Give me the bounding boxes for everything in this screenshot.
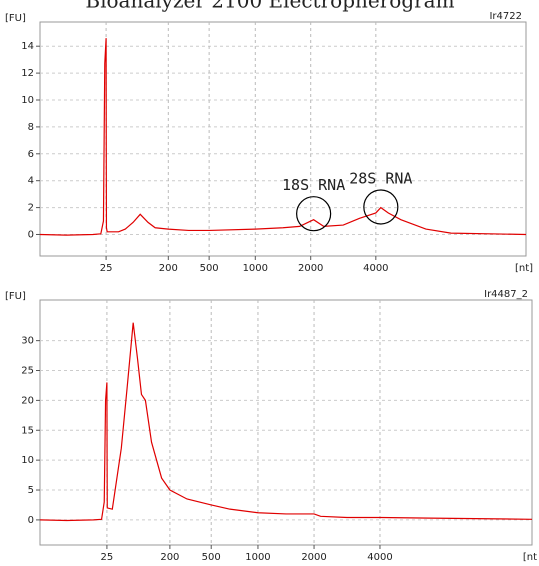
y-tick-label: 0 [28,515,34,526]
y-tick-label: 20 [21,395,34,406]
y-tick-label: 2 [28,203,34,214]
x-tick-label: 1000 [243,263,268,274]
x-tick-label: 4000 [363,263,388,274]
annotation-text: 28S RNA [349,169,412,187]
annotation-text: 18S RNA [282,176,345,194]
y-tick-label: 10 [21,95,34,106]
x-tick-label: 500 [202,552,221,563]
y-axis-label: [FU] [5,291,26,302]
y-tick-label: 8 [28,122,34,133]
x-axis-label: [nt] [515,263,533,274]
x-tick-label: 25 [100,263,113,274]
plot-frame [39,21,527,257]
x-tick-label: 4000 [367,552,392,563]
x-tick-label: 200 [159,263,178,274]
y-tick-label: 0 [28,229,34,240]
x-axis-label: [nt [523,552,537,563]
trace [39,322,533,522]
y-tick-label: 5 [28,485,34,496]
x-tick-label: 200 [160,552,179,563]
x-tick-label: 25 [101,552,114,563]
sample-label: Ir4722 [489,11,522,22]
y-tick-label: 14 [21,41,34,52]
y-tick-label: 12 [21,68,34,79]
y-tick-label: 4 [28,176,34,187]
trace [39,38,527,236]
y-tick-label: 30 [21,336,34,347]
annotation-circle [363,189,399,225]
y-tick-label: 6 [28,149,34,160]
x-tick-label: 500 [200,263,219,274]
plot-frame [39,299,533,546]
x-tick-label: 2000 [298,263,323,274]
y-axis-label: [FU] [5,13,26,24]
annotation-circle [296,196,332,232]
y-tick-label: 10 [21,455,34,466]
y-tick-label: 25 [21,366,34,377]
x-tick-label: 2000 [301,552,326,563]
y-tick-label: 15 [21,425,34,436]
x-tick-label: 1000 [245,552,270,563]
page-title: Bioanalyzer 2100 Electropherogram [85,0,454,13]
sample-label: Ir4487_2 [484,289,528,300]
